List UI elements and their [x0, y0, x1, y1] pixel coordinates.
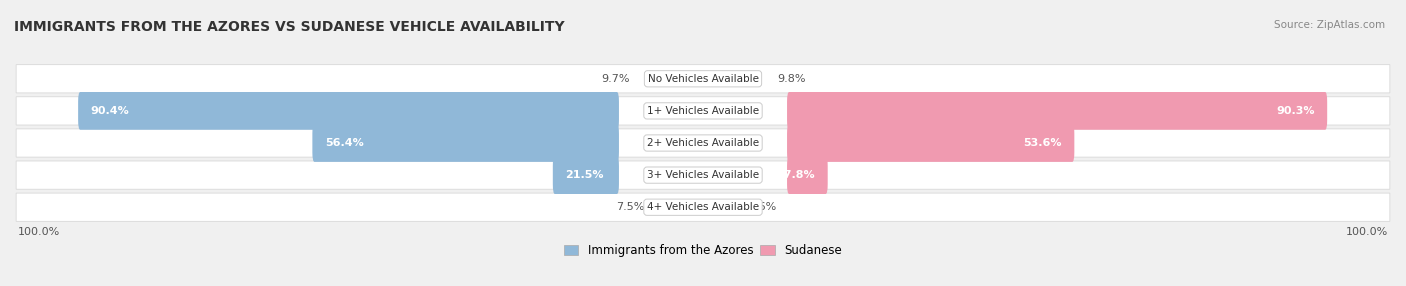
- FancyBboxPatch shape: [15, 193, 1391, 221]
- Text: No Vehicles Available: No Vehicles Available: [648, 74, 758, 84]
- Text: 3+ Vehicles Available: 3+ Vehicles Available: [647, 170, 759, 180]
- FancyBboxPatch shape: [787, 124, 1074, 162]
- FancyBboxPatch shape: [15, 129, 1391, 157]
- Text: 21.5%: 21.5%: [565, 170, 603, 180]
- Text: 4+ Vehicles Available: 4+ Vehicles Available: [647, 202, 759, 212]
- Text: 17.8%: 17.8%: [776, 170, 815, 180]
- Text: 90.4%: 90.4%: [90, 106, 129, 116]
- Text: 9.7%: 9.7%: [600, 74, 630, 84]
- Text: 90.3%: 90.3%: [1277, 106, 1315, 116]
- Text: 7.5%: 7.5%: [616, 202, 644, 212]
- Text: 9.8%: 9.8%: [778, 74, 806, 84]
- Text: 56.4%: 56.4%: [325, 138, 364, 148]
- FancyBboxPatch shape: [15, 65, 1391, 93]
- FancyBboxPatch shape: [553, 156, 619, 194]
- Legend: Immigrants from the Azores, Sudanese: Immigrants from the Azores, Sudanese: [560, 239, 846, 262]
- Text: Source: ZipAtlas.com: Source: ZipAtlas.com: [1274, 20, 1385, 30]
- FancyBboxPatch shape: [15, 97, 1391, 125]
- FancyBboxPatch shape: [787, 156, 828, 194]
- Text: IMMIGRANTS FROM THE AZORES VS SUDANESE VEHICLE AVAILABILITY: IMMIGRANTS FROM THE AZORES VS SUDANESE V…: [14, 20, 565, 34]
- Text: 1+ Vehicles Available: 1+ Vehicles Available: [647, 106, 759, 116]
- Text: 2+ Vehicles Available: 2+ Vehicles Available: [647, 138, 759, 148]
- Text: 5.6%: 5.6%: [748, 202, 776, 212]
- FancyBboxPatch shape: [787, 92, 1327, 130]
- FancyBboxPatch shape: [312, 124, 619, 162]
- FancyBboxPatch shape: [15, 161, 1391, 189]
- Text: 100.0%: 100.0%: [17, 227, 59, 237]
- FancyBboxPatch shape: [79, 92, 619, 130]
- Text: 100.0%: 100.0%: [1347, 227, 1389, 237]
- Text: 53.6%: 53.6%: [1024, 138, 1062, 148]
